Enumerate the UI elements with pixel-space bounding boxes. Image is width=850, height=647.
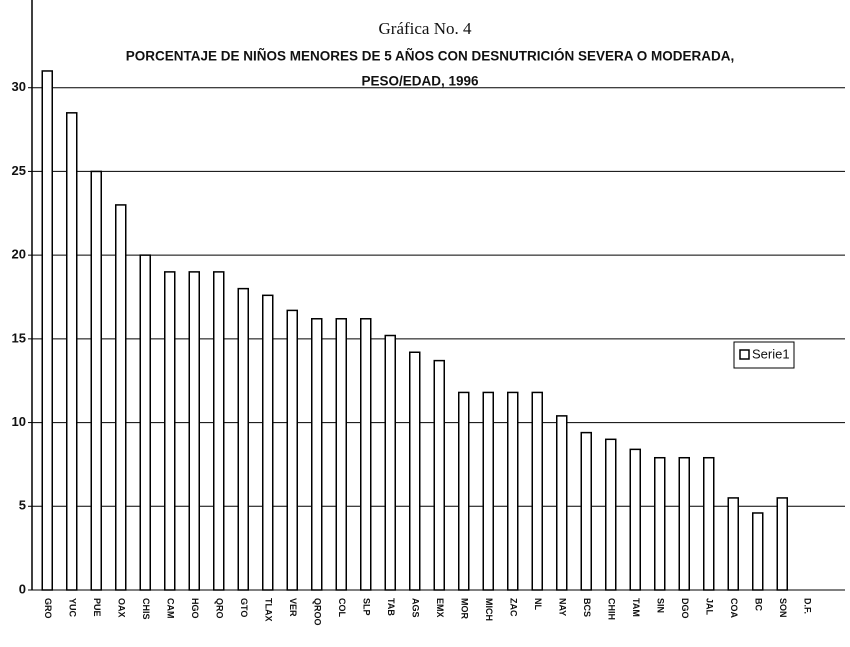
bar — [66, 112, 78, 591]
x-tick-label: DGO — [680, 598, 690, 619]
bar — [335, 318, 347, 591]
x-tick-label: GRO — [43, 598, 53, 619]
bar — [605, 438, 617, 591]
bar — [654, 456, 666, 591]
x-tick-label: SON — [778, 598, 788, 618]
x-tick-label: TLAX — [263, 598, 273, 622]
x-tick-label: BCS — [582, 598, 592, 617]
bar — [580, 431, 592, 591]
x-tick-label: TAB — [386, 598, 396, 616]
x-tick-label: COA — [729, 598, 739, 619]
x-tick-label: TAM — [631, 598, 641, 617]
x-tick-label: D.F. — [802, 598, 812, 614]
bar — [41, 70, 53, 591]
x-tick-label: COL — [337, 598, 347, 618]
bar — [482, 391, 494, 591]
bar — [164, 271, 176, 591]
bar — [752, 512, 764, 591]
bar — [458, 391, 470, 591]
bar — [384, 334, 396, 591]
x-tick-label: MOR — [459, 598, 469, 619]
bar — [262, 294, 274, 591]
legend-label: Serie1 — [752, 346, 790, 361]
x-tick-label: ZAC — [508, 598, 518, 617]
x-tick-label: HGO — [190, 598, 200, 619]
bar — [237, 287, 249, 591]
bar — [433, 359, 445, 591]
y-tick-label: 10 — [12, 414, 26, 429]
x-tick-label: CAM — [165, 598, 175, 619]
x-tick-label: CHIH — [606, 598, 616, 620]
legend-swatch — [739, 349, 750, 360]
chart-subtitle: PORCENTAJE DE NIÑOS MENORES DE 5 AÑOS CO… — [126, 49, 735, 64]
chart-subtitle: PESO/EDAD, 1996 — [361, 74, 479, 89]
bar — [188, 271, 200, 591]
y-tick-label: 5 — [19, 498, 26, 513]
bar — [409, 351, 421, 591]
x-tick-label: OAX — [116, 598, 126, 618]
bar — [703, 456, 715, 591]
chart-title: Gráfica No. 4 — [379, 19, 472, 38]
bar — [286, 309, 298, 591]
bar — [311, 318, 323, 591]
x-tick-label: AGS — [410, 598, 420, 618]
x-tick-label: JAL — [704, 598, 714, 616]
x-tick-label: VER — [288, 598, 298, 617]
y-tick-label: 0 — [19, 581, 26, 596]
bar — [139, 254, 151, 591]
x-tick-label: QROO — [312, 598, 322, 626]
x-tick-label: SLP — [361, 598, 371, 616]
y-tick-label: 30 — [12, 79, 26, 94]
bar — [90, 170, 102, 591]
x-tick-label: NAY — [557, 598, 567, 616]
bar — [360, 318, 372, 591]
x-tick-label: QRO — [214, 598, 224, 619]
x-tick-label: YUC — [67, 598, 77, 618]
bar — [531, 391, 543, 591]
x-tick-label: MICH — [484, 598, 494, 621]
bar — [507, 391, 519, 591]
y-tick-label: 20 — [12, 247, 26, 262]
bar — [115, 204, 127, 591]
x-tick-label: BC — [753, 598, 763, 611]
bar — [213, 271, 225, 591]
x-tick-label: CHIS — [141, 598, 151, 620]
x-tick-label: GTO — [239, 598, 249, 617]
bar — [678, 456, 690, 591]
x-tick-label: NL — [533, 598, 543, 610]
bar — [727, 497, 739, 591]
x-tick-label: SIN — [655, 598, 665, 613]
y-tick-label: 15 — [12, 330, 26, 345]
bar — [629, 448, 641, 591]
bar — [776, 497, 788, 591]
y-tick-label: 25 — [12, 163, 26, 178]
x-tick-label: PUE — [92, 598, 102, 617]
x-tick-label: EMX — [435, 598, 445, 618]
bar — [556, 415, 568, 591]
